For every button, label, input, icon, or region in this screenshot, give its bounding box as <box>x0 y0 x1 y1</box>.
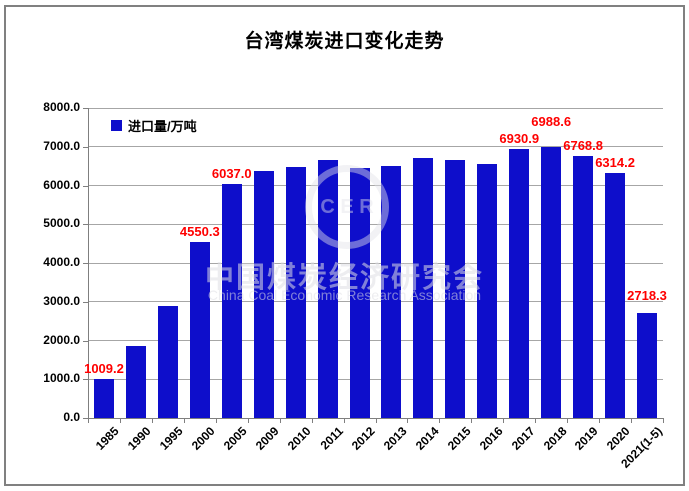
x-axis-tick-label: 2000 <box>188 424 218 453</box>
bar <box>189 241 210 418</box>
y-axis-tick-label: 4000.0 <box>43 255 80 269</box>
y-axis-tick <box>83 340 88 342</box>
x-axis-tick <box>567 418 569 423</box>
x-axis-tick-label: 2009 <box>252 424 282 453</box>
y-axis-tick <box>83 379 88 381</box>
x-axis-tick <box>119 418 121 423</box>
x-axis-tick-label: 2019 <box>572 424 602 453</box>
bar <box>221 184 242 418</box>
x-axis-tick <box>439 418 441 423</box>
y-axis-tick-label: 5000.0 <box>43 216 80 231</box>
data-label: 6988.6 <box>531 114 572 130</box>
x-axis-tick-label: 2010 <box>284 424 314 453</box>
gridline <box>88 185 663 186</box>
x-axis-tick <box>279 418 281 423</box>
y-axis-tick-label: 6000.0 <box>43 177 80 192</box>
data-label: 6037.0 <box>211 166 252 182</box>
data-label: 6768.8 <box>563 137 604 153</box>
x-axis-tick <box>151 418 153 423</box>
y-axis-tick-label: 7000.0 <box>43 138 80 153</box>
x-axis-tick-label: 2018 <box>540 424 570 453</box>
x-axis-tick <box>88 418 89 423</box>
gridline <box>88 223 663 225</box>
bar <box>253 170 274 418</box>
bar <box>413 157 434 418</box>
y-axis-tick <box>83 185 88 187</box>
x-axis-tick <box>311 418 313 423</box>
x-axis-tick <box>471 418 473 423</box>
y-axis-tick <box>83 108 88 109</box>
gridline <box>88 378 663 380</box>
bar <box>541 147 562 418</box>
data-label: 1009.2 <box>84 360 124 376</box>
y-axis-tick <box>83 224 88 226</box>
x-axis-tick <box>215 418 217 423</box>
bar <box>381 166 402 418</box>
y-axis-tick-label: 1000.0 <box>43 371 80 386</box>
x-axis-tick-label: 2016 <box>476 424 506 453</box>
gridline <box>88 107 663 109</box>
x-axis-tick <box>535 418 537 423</box>
bar <box>605 173 626 418</box>
y-axis-tick <box>83 146 88 148</box>
x-axis-tick-label: 2005 <box>220 424 250 453</box>
x-axis-tick-label: 2012 <box>348 424 378 453</box>
gridline <box>88 262 663 264</box>
x-axis-tick <box>663 418 664 423</box>
bar <box>477 163 498 418</box>
bar <box>125 345 146 418</box>
gridline <box>88 146 663 148</box>
gridline <box>88 340 663 341</box>
x-axis-tick <box>599 418 601 423</box>
bar <box>157 305 178 418</box>
bar <box>637 312 658 418</box>
legend-label: 进口量/万吨 <box>128 119 197 134</box>
bar <box>93 378 114 418</box>
x-axis-tick-label: 1990 <box>125 424 154 453</box>
y-axis-tick <box>83 301 88 303</box>
bar <box>285 167 306 418</box>
x-axis-tick-label: 2015 <box>444 424 474 453</box>
x-axis-tick <box>503 418 505 423</box>
y-axis-tick-label: 0.0 <box>63 410 80 424</box>
bar <box>445 159 466 418</box>
x-axis-tick <box>343 418 345 423</box>
x-axis-tick <box>247 418 249 423</box>
x-axis-tick <box>407 418 409 423</box>
x-axis-tick-label: 2014 <box>412 424 442 453</box>
chart-title: 台湾煤炭进口变化走势 <box>244 30 445 52</box>
x-axis-tick-label: 2013 <box>380 424 410 453</box>
x-axis-tick-label: 2017 <box>508 424 538 453</box>
x-axis-line <box>83 418 663 419</box>
bar <box>349 168 370 418</box>
legend: 进口量/万吨 <box>111 116 197 135</box>
x-axis-tick-label: 1985 <box>93 424 122 453</box>
y-axis-tick <box>83 263 88 264</box>
data-label: 2718.3 <box>627 287 667 303</box>
y-axis-tick-label: 3000.0 <box>43 293 80 308</box>
x-axis-tick <box>375 418 377 423</box>
legend-swatch-blue-square <box>111 120 122 131</box>
data-label: 6930.9 <box>499 131 540 147</box>
y-axis-line <box>88 108 89 423</box>
x-axis-tick-label: 1995 <box>156 424 186 453</box>
bar <box>317 159 338 418</box>
x-axis-tick-label: 2011 <box>317 424 346 453</box>
data-label: 4550.3 <box>179 223 220 239</box>
y-axis-tick-label: 2000.0 <box>43 332 80 347</box>
data-label: 6314.2 <box>595 155 635 171</box>
gridline <box>88 301 663 303</box>
x-axis-tick <box>631 418 633 423</box>
y-axis-tick-label: 8000.0 <box>43 100 80 114</box>
bar <box>509 149 530 418</box>
bar <box>573 155 594 418</box>
x-axis-tick <box>183 418 185 423</box>
